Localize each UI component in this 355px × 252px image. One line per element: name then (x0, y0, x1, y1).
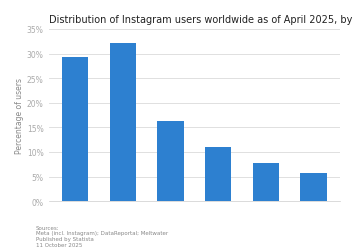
Bar (253, 163, 279, 201)
Bar (109, 44, 136, 201)
Text: Distribution of Instagram users worldwide as of April 2025, by age group: Distribution of Instagram users worldwid… (49, 15, 355, 25)
Y-axis label: Percentage of users: Percentage of users (15, 78, 24, 153)
Bar (62, 58, 88, 201)
Text: Sources:
Meta (incl. Instagram); DataReportal; Meltwater
Published by Statista
1: Sources: Meta (incl. Instagram); DataRep… (36, 225, 168, 247)
Bar (157, 122, 184, 201)
Bar (205, 147, 231, 201)
Bar (300, 173, 327, 201)
